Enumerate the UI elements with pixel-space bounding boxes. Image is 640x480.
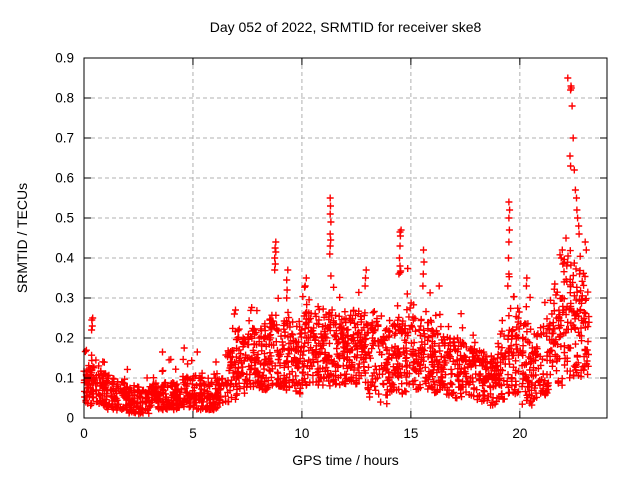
y-tick-label: 0.3 — [55, 291, 74, 306]
y-tick-label: 0.4 — [55, 251, 74, 266]
plot-border — [83, 57, 608, 419]
x-tick-label: 20 — [512, 426, 527, 441]
y-tick-label: 0.9 — [55, 51, 74, 66]
y-tick-label: 0 — [66, 411, 74, 426]
chart-title: Day 052 of 2022, SRMTID for receiver ske… — [209, 19, 482, 35]
x-tick-label: 10 — [294, 426, 309, 441]
x-tick-label: 5 — [189, 426, 197, 441]
y-tick-label: 0.5 — [55, 211, 74, 226]
y-tick-label: 0.7 — [55, 131, 74, 146]
y-tick-label: 0.1 — [55, 371, 74, 386]
y-tick-label: 0.2 — [55, 331, 74, 346]
scatter-points — [80, 74, 593, 418]
x-tick-label: 0 — [80, 426, 88, 441]
x-tick-label: 15 — [403, 426, 418, 441]
y-tick-label: 0.6 — [55, 171, 74, 186]
x-axis-label: GPS time / hours — [292, 452, 399, 468]
y-tick-label: 0.8 — [55, 91, 74, 106]
